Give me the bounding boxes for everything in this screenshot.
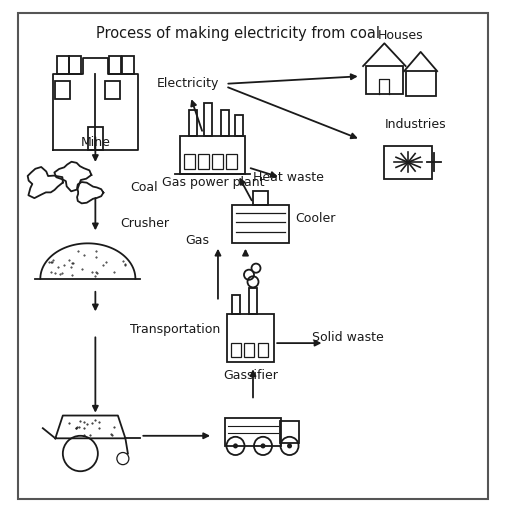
Text: Gas power plant: Gas power plant [162,176,264,189]
Text: Houses: Houses [377,29,423,42]
Bar [365,66,402,94]
Text: Coal: Coal [130,181,158,194]
Bar [248,288,257,314]
Bar [69,56,81,74]
Bar [188,111,196,136]
Bar [232,295,240,314]
Bar [57,56,69,74]
Bar [55,81,70,99]
Text: Gas: Gas [185,234,209,247]
Bar [226,314,274,362]
Bar [231,205,289,243]
Text: Process of making electricity from coal: Process of making electricity from coal [96,26,379,40]
Bar [226,155,237,168]
Circle shape [232,443,237,449]
Bar [204,103,212,136]
Bar [279,420,298,443]
Bar [180,136,245,174]
Text: Crusher: Crusher [120,217,169,229]
Bar [230,343,240,357]
Text: Solid waste: Solid waste [312,331,383,344]
Bar [252,191,268,205]
Bar [122,56,134,74]
Bar [198,155,209,168]
Text: Industries: Industries [384,118,445,131]
Bar [405,71,435,96]
Text: Transportation: Transportation [130,323,220,336]
Bar [257,343,267,357]
Bar [221,111,229,136]
Bar [234,116,242,136]
Bar [105,81,120,99]
Bar [184,155,195,168]
Text: Gassifier: Gassifier [223,369,277,381]
Circle shape [286,443,291,449]
Circle shape [260,443,265,449]
Polygon shape [55,416,125,438]
Text: Electricity: Electricity [157,77,219,90]
Text: Heat waste: Heat waste [252,171,323,184]
Text: Mine: Mine [80,136,110,148]
Bar [88,127,103,150]
Bar [109,56,121,74]
Bar [384,146,431,179]
Text: Cooler: Cooler [295,211,335,225]
Bar [225,418,280,446]
Bar [244,343,254,357]
Bar [212,155,223,168]
